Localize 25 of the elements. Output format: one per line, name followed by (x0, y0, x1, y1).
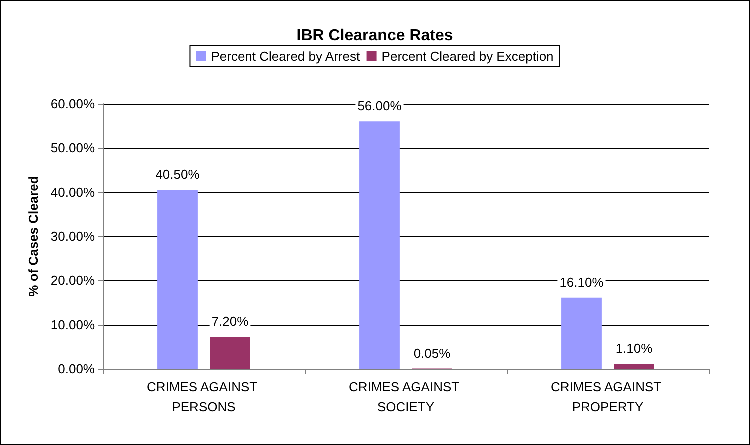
data-label: 1.10% (616, 341, 654, 356)
legend-label: Percent Cleared by Exception (382, 49, 554, 64)
y-tick-label: 20.00% (50, 273, 96, 288)
data-label: 7.20% (212, 314, 250, 330)
data-label: 0.05% (414, 346, 452, 361)
y-tick-label: 40.00% (50, 184, 96, 200)
x-tick-label: CRIMES AGAINST PERSONS (147, 380, 261, 414)
bar (360, 122, 400, 369)
y-tick-label: 0.00% (58, 362, 96, 376)
y-axis-title: % of Cases Cleared (26, 176, 42, 297)
legend-label: Percent Cleared by Arrest (211, 49, 360, 64)
bar (158, 190, 198, 369)
data-label: 40.50% (156, 167, 200, 182)
bar (562, 298, 602, 369)
y-tick-label: 50.00% (50, 140, 96, 156)
chart-title: IBR Clearance Rates (296, 28, 454, 44)
bar (210, 337, 250, 369)
y-tick-label: 30.00% (50, 229, 96, 244)
y-tick-label: 60.00% (50, 96, 96, 112)
y-tick-label: 10.00% (50, 317, 96, 332)
data-label: 16.10% (560, 274, 604, 290)
data-label: 56.00% (358, 98, 402, 114)
x-tick-label: CRIMES AGAINST PROPERTY (551, 380, 665, 414)
x-tick-label: CRIMES AGAINST SOCIETY (349, 380, 463, 414)
bar (614, 364, 654, 369)
